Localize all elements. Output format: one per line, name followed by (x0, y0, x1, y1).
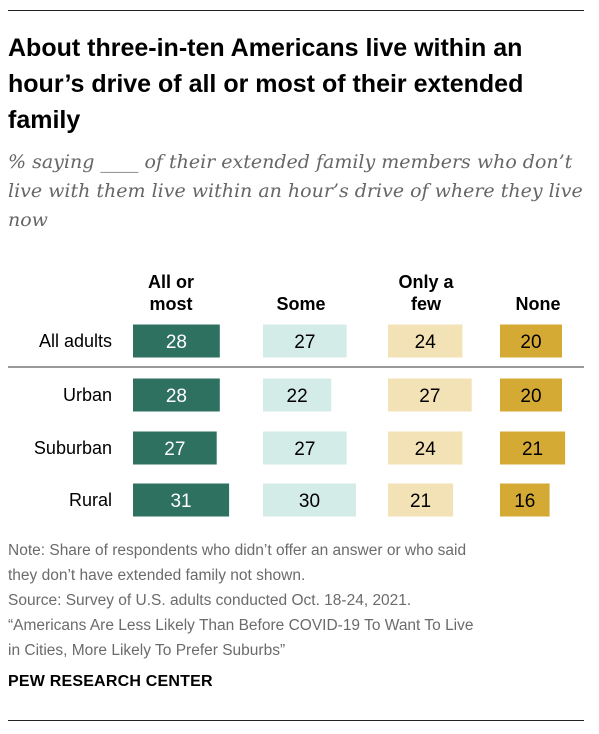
data-label-2-2: 24 (415, 439, 437, 460)
data-label-0-1: 28 (166, 386, 187, 407)
row-label-2: Suburban (34, 438, 112, 458)
column-header-2-line-0: Only a (398, 272, 454, 292)
data-label-0-0: 28 (166, 332, 187, 353)
bar-0-2 (133, 431, 217, 465)
row-label-0: All adults (39, 331, 112, 351)
bar-3-3 (500, 483, 550, 517)
bar-3-1 (500, 378, 562, 412)
data-label-1-0: 27 (294, 332, 315, 353)
source-line-1: Source: Survey of U.S. adults conducted … (8, 592, 412, 609)
bar-2-2 (388, 431, 463, 465)
data-label-2-3: 21 (410, 491, 431, 512)
source-line-2: “Americans Are Less Likely Than Before C… (8, 617, 474, 634)
notes-block: Note: Share of respondents who didn’t of… (8, 538, 593, 663)
brand-label: PEW RESEARCH CENTER (8, 673, 213, 690)
note-line-2: they don’t have extended family not show… (8, 567, 306, 584)
bottom-rule (8, 720, 584, 721)
data-label-1-2: 27 (294, 439, 315, 460)
data-label-0-3: 31 (170, 491, 191, 512)
bar-2-3 (388, 483, 454, 517)
data-label-1-1: 22 (287, 386, 308, 407)
row-label-1: Urban (63, 385, 112, 405)
data-label-1-3: 30 (299, 491, 320, 512)
data-label-2-1: 27 (419, 386, 440, 407)
bar-0-0 (133, 324, 220, 358)
data-label-3-3: 16 (514, 491, 535, 512)
bar-0-3 (133, 483, 230, 517)
column-header-3-line-0: None (516, 294, 561, 314)
note-line-1: Note: Share of respondents who didn’t of… (8, 542, 467, 559)
data-label-3-1: 20 (520, 386, 541, 407)
row-label-3: Rural (69, 490, 112, 510)
column-header-2-line-1: few (411, 294, 442, 314)
bar-1-2 (263, 431, 347, 465)
data-label-2-0: 24 (415, 332, 437, 353)
bar-2-0 (388, 324, 463, 358)
data-label-0-2: 27 (164, 439, 185, 460)
data-label-3-2: 21 (522, 439, 543, 460)
bar-2-1 (388, 378, 472, 412)
column-header-0-line-1: most (149, 294, 192, 314)
chart-subtitle: % saying ____ of their extended family m… (8, 151, 583, 231)
top-rule (8, 10, 584, 11)
bar-1-0 (263, 324, 347, 358)
bar-0-1 (133, 378, 220, 412)
data-label-3-0: 20 (520, 332, 541, 353)
chart-title: About three-in-ten Americans live within… (8, 34, 524, 134)
bar-3-2 (500, 431, 566, 465)
column-header-0-line-0: All or (148, 272, 194, 292)
column-header-1-line-0: Some (276, 294, 325, 314)
source-line-3: in Cities, More Likely To Prefer Suburbs… (8, 642, 286, 659)
bar-1-1 (263, 378, 332, 412)
bar-3-0 (500, 324, 562, 358)
bar-1-3 (263, 483, 356, 517)
